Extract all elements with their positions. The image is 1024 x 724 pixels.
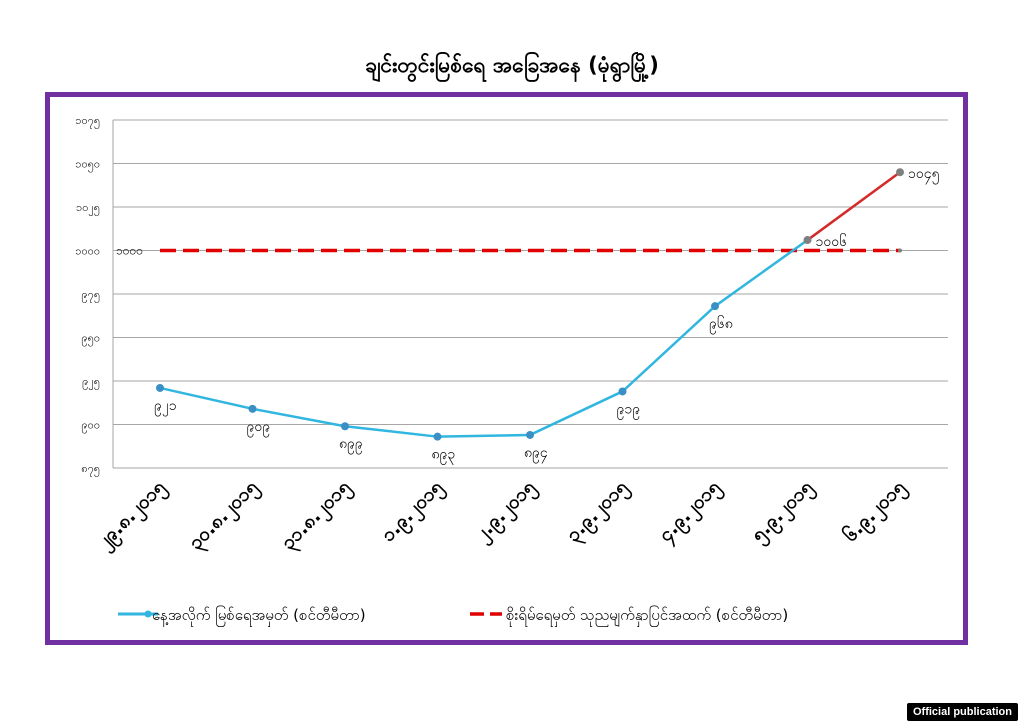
water-level-point: [341, 422, 349, 431]
chart-title: ချင်းတွင်းမြစ်ရေ အခြေအနေ (မုံရွာမြို့): [365, 53, 659, 77]
water-level-point: [433, 432, 442, 441]
water-level-segment: [251, 407, 347, 428]
data-label: ၁၀၀၆: [816, 234, 848, 250]
water-level-segment: [158, 386, 254, 411]
water-level-point: [156, 383, 164, 392]
y-tick-label: ၉၅၀: [81, 332, 100, 347]
chart-frame: [45, 92, 968, 645]
water-level-point: [896, 168, 904, 177]
legend-item-water-level: နေ့အလိုက် မြစ်ရေအမှတ် (စင်တီမီတာ): [118, 605, 366, 627]
legend-label-danger-level: စိုးရိမ်ရေမှတ် သုညမျက်နှာပြင်အထက် (စင်တီ…: [506, 605, 788, 627]
data-label: ၈၉၃: [432, 447, 456, 465]
data-label: ၉၂၁: [154, 398, 177, 416]
gridlines: [112, 119, 948, 469]
data-label: ၉၁၉: [617, 401, 641, 419]
water-level-segment: [436, 433, 532, 438]
y-tick-label: ၉၇၅: [81, 288, 100, 303]
water-level-segment: [621, 304, 717, 393]
y-tick-label: ၁၀၇၅: [75, 114, 100, 129]
x-tick-label: ၂.၉.၂၀၁၅: [470, 476, 543, 549]
y-tick-label: ၉၀၀: [81, 419, 100, 434]
x-tick-label: ၆.၉.၂၀၁၅: [838, 474, 913, 549]
x-tick-label: ၁.၉.၂၀၁၅: [377, 476, 451, 550]
x-tick-label: ၃.၉.၂၀၁၅: [562, 476, 636, 550]
x-tick-label: ၄.၉.၂၀၁၅: [654, 476, 728, 550]
water-level-point: [618, 387, 627, 396]
data-label: ၈၉၉: [339, 436, 363, 454]
water-level-series: [156, 168, 904, 441]
y-tick-label: ၁၀၀၀: [75, 245, 100, 258]
data-label: ၁၀၄၅: [908, 166, 940, 184]
legend-marker-water-level: [144, 610, 152, 618]
water-level-segment: [713, 238, 809, 308]
data-label: ၈၉၄: [524, 445, 548, 463]
legend-label-water-level: နေ့အလိုက် မြစ်ရေအမှတ် (စင်တီမီတာ): [152, 605, 366, 627]
water-level-point: [248, 404, 257, 413]
x-tick-label: ၂၉.၈.၂၀၁၅: [93, 476, 174, 557]
water-level-point: [526, 430, 534, 439]
water-level-point: [803, 236, 812, 245]
official-publication-badge: Official publication: [906, 703, 1018, 721]
water-level-point: [711, 302, 719, 311]
x-tick-label: ၃၁.၈.၂၀၁၅: [277, 476, 359, 558]
x-axis-ticks: ၂၉.၈.၂၀၁၅ ၃၀.၈.၂၀၁၅ ၃၁.၈.၂၀၁၅ ၁.၉.၂၀၁၅ ၂.၉.၂…: [93, 474, 914, 557]
y-tick-label: ၉၂၅: [82, 375, 100, 390]
y-axis-ticks: ၈၇၅ ၉၀၀ ၉၂၅ ၉၅၀ ၉၇၅ ၁၀၀၀ ၁၀၂၅ ၁၀၅၀ ၁၀၇၅: [75, 114, 100, 477]
danger-level-end-point: [898, 248, 902, 253]
y-tick-label: ၈၇၅: [81, 462, 100, 477]
water-level-segment: [806, 170, 902, 242]
legend-item-danger-level: စိုးရိမ်ရေမှတ် သုညမျက်နှာပြင်အထက် (စင်တီ…: [470, 605, 788, 627]
legend: နေ့အလိုက် မြစ်ရေအမှတ် (စင်တီမီတာ) စိုးရိ…: [118, 605, 788, 627]
x-tick-label: ၅.၉.၂၀၁၅: [747, 476, 821, 550]
data-label: ၉၀၉: [247, 419, 271, 437]
danger-level-series: ၁၀၀၀: [116, 244, 902, 258]
water-level-segment: [528, 390, 624, 437]
x-tick-label: ၃၀.၈.၂၀၁၅: [184, 476, 266, 558]
water-level-segment: [343, 424, 439, 438]
y-tick-label: ၁၀၂၅: [76, 201, 100, 216]
data-label: ၉၆၈: [709, 316, 733, 334]
y-tick-label: ၁၀၅၀: [75, 158, 100, 173]
danger-level-label: ၁၀၀၀: [116, 244, 143, 258]
